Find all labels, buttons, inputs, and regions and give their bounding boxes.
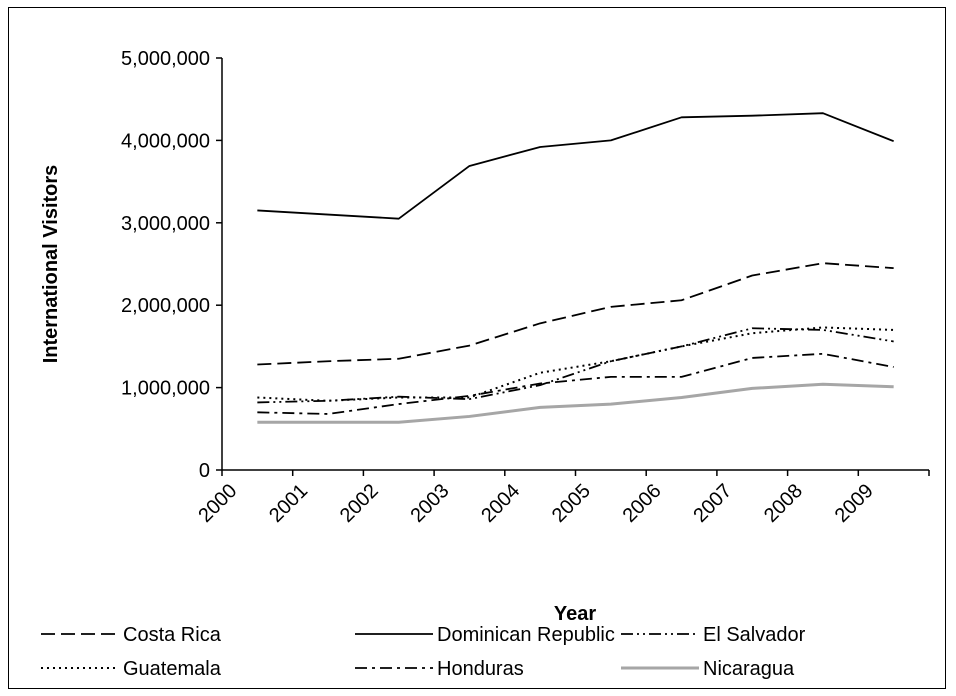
x-tick-label: 2002: [336, 480, 383, 527]
x-tick-label: 2003: [407, 480, 454, 527]
series-line-dominican-republic: [257, 112, 894, 220]
x-tick-label: 2005: [548, 480, 595, 527]
series-line-el-salvador: [257, 327, 894, 404]
x-tick-label: 2001: [265, 480, 312, 527]
legend-label: Dominican Republic: [437, 624, 615, 646]
legend-label: Costa Rica: [123, 624, 222, 646]
x-axis-title: Year: [554, 603, 596, 625]
x-tick-label: 2004: [477, 480, 524, 527]
y-tick-label: 1,000,000: [121, 378, 210, 400]
y-axis-title: International Visitors: [40, 165, 62, 364]
series-line-guatemala: [257, 326, 894, 402]
y-tick-label: 5,000,000: [121, 48, 210, 70]
x-tick-label: 2000: [194, 480, 241, 527]
legend: Costa Rica Dominican Republic El Salvador G…: [41, 624, 806, 680]
x-tick-label: 2009: [831, 480, 878, 527]
y-tick-label: 4,000,000: [121, 130, 210, 152]
chart-frame: 0 1,000,000 2,000,000 3,000,000 4,000,000 5,0…: [8, 7, 946, 689]
series-line-nicaragua: [257, 382, 894, 424]
x-tick-label: 2006: [619, 480, 666, 527]
legend-label: Honduras: [437, 658, 524, 680]
x-tick-label: 2008: [760, 480, 807, 527]
legend-label: Nicaragua: [703, 658, 795, 680]
series-line-honduras: [257, 352, 894, 415]
y-tick-label: 2,000,000: [121, 295, 210, 317]
line-chart: 0 1,000,000 2,000,000 3,000,000 4,000,000 5,0…: [40, 48, 930, 680]
x-tick-label: 2007: [689, 480, 736, 527]
y-tick-label: 3,000,000: [121, 213, 210, 235]
legend-label: Guatemala: [123, 658, 222, 680]
series-line-costa-rica: [257, 262, 894, 366]
y-tick-label: 0: [199, 460, 210, 482]
legend-label: El Salvador: [703, 624, 806, 646]
